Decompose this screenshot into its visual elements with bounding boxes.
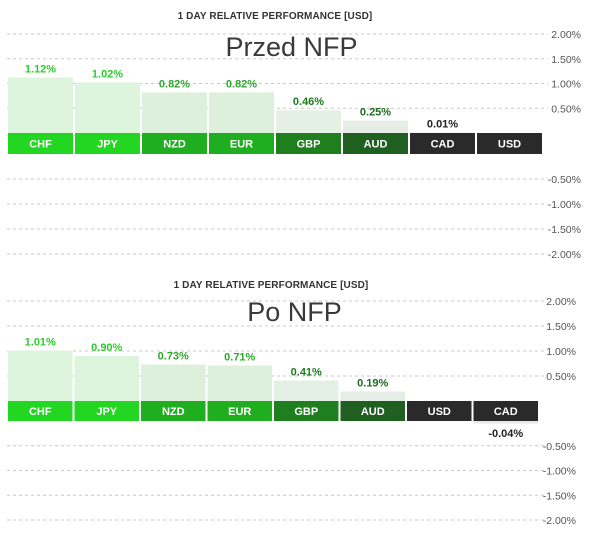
bar [343, 120, 408, 133]
y-tick-label: 1.00% [546, 346, 576, 358]
category-label: USD [428, 406, 451, 418]
chart-annotation: Przed NFP [225, 32, 358, 62]
category-tab [141, 401, 206, 421]
data-label: 0.82% [159, 78, 190, 90]
bar [276, 110, 341, 133]
data-label: 1.01% [25, 337, 56, 349]
category-tab [207, 401, 272, 421]
category-label: EUR [228, 406, 251, 418]
chart-svg: 2.00% 1.50% 1.00% 0.50% -0.50% -1.00% -1.50% -2… [7, 296, 576, 527]
y-tick-label: 2.00% [546, 296, 576, 308]
category-label: JPY [97, 139, 118, 151]
category-tab [477, 133, 542, 154]
category-tab [209, 133, 274, 154]
data-label: 0.90% [91, 342, 122, 354]
category-tab [274, 401, 339, 421]
data-label: 1.12% [25, 64, 56, 76]
data-label: -0.04% [488, 428, 523, 440]
y-tick-label: 1.00% [551, 79, 581, 91]
chart-panel-after: 1 DAY RELATIVE PERFORMANCE [USD] 2.00% 1.… [0, 267, 589, 534]
y-tick-label: -1.50% [548, 224, 581, 236]
data-label: 0.46% [293, 96, 324, 108]
category-label: USD [498, 139, 521, 151]
y-tick-label: 0.50% [546, 371, 576, 383]
chart-panel-before: 1 DAY RELATIVE PERFORMANCE [USD] 2.00% 1.… [7, 11, 581, 261]
data-label: 0.25% [360, 107, 391, 119]
bar [141, 364, 206, 401]
category-label: AUD [361, 406, 385, 418]
category-tab [142, 133, 207, 154]
category-tab [343, 133, 408, 154]
category-label: CHF [29, 406, 52, 418]
chart-svg: 2.00% 1.50% 1.00% 0.50% -0.50% -1.00% -1.50% -2… [7, 29, 581, 261]
category-tab [407, 401, 472, 421]
category-label: GBP [297, 139, 321, 151]
category-label: CAD [494, 406, 518, 418]
category-tab [75, 133, 140, 154]
data-label: 0.71% [224, 352, 255, 364]
bar [340, 391, 405, 401]
y-tick-label: 1.50% [551, 54, 581, 66]
bar [274, 380, 339, 401]
data-label: 0.82% [226, 78, 257, 90]
category-label: CAD [431, 139, 455, 151]
y-tick-label: 2.00% [551, 29, 581, 41]
category-label: JPY [96, 406, 117, 418]
category-label: CHF [29, 139, 52, 151]
data-label: 0.19% [357, 378, 388, 390]
bar [473, 421, 538, 424]
y-tick-label: -2.00% [543, 515, 576, 527]
y-tick-label: -0.50% [548, 174, 581, 186]
data-label: 0.41% [291, 367, 322, 379]
chart-title: 1 DAY RELATIVE PERFORMANCE [USD] [177, 11, 373, 22]
category-tab [276, 133, 341, 154]
bar [207, 365, 272, 401]
category-label: GBP [294, 406, 318, 418]
y-tick-label: -1.00% [548, 199, 581, 211]
category-tab [74, 401, 139, 421]
data-label: 0.73% [158, 351, 189, 363]
category-label: AUD [364, 139, 388, 151]
category-tab [8, 133, 73, 154]
y-tick-label: -1.00% [543, 466, 576, 478]
y-tick-label: -0.50% [543, 441, 576, 453]
y-tick-label: 1.50% [546, 321, 576, 333]
category-label: EUR [230, 139, 253, 151]
y-tick-label: 0.50% [551, 103, 581, 115]
bar [75, 82, 140, 133]
category-label: NZD [163, 139, 186, 151]
chart-annotation: Po NFP [247, 297, 342, 327]
data-label: 1.02% [92, 69, 123, 81]
category-tab [340, 401, 405, 421]
bar [8, 350, 73, 401]
bar [142, 92, 207, 133]
y-tick-label: -2.00% [548, 249, 581, 261]
y-tick-label: -1.50% [543, 490, 576, 502]
category-tab [410, 133, 475, 154]
category-tab [8, 401, 73, 421]
data-label: 0.01% [427, 119, 458, 131]
bar [74, 356, 139, 401]
category-tab [473, 401, 538, 421]
chart-title: 1 DAY RELATIVE PERFORMANCE [USD] [173, 280, 369, 291]
bar [209, 92, 274, 133]
category-label: NZD [162, 406, 185, 418]
bar [8, 77, 73, 133]
